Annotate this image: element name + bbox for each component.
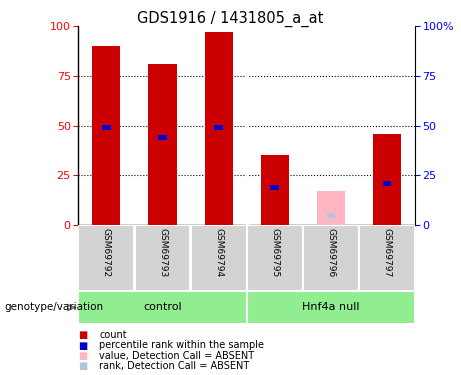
Bar bbox=[383, 181, 391, 186]
Bar bbox=[102, 125, 111, 130]
Text: Hnf4a null: Hnf4a null bbox=[302, 303, 360, 312]
Text: GSM69795: GSM69795 bbox=[270, 228, 279, 278]
Bar bbox=[260, 155, 289, 225]
Bar bbox=[359, 225, 415, 291]
Bar bbox=[214, 125, 223, 130]
Bar bbox=[135, 225, 190, 291]
Bar bbox=[92, 46, 120, 225]
Text: genotype/variation: genotype/variation bbox=[5, 303, 104, 312]
Text: ■: ■ bbox=[78, 351, 88, 361]
Text: count: count bbox=[99, 330, 127, 340]
Bar bbox=[303, 225, 359, 291]
Text: ■: ■ bbox=[78, 340, 88, 351]
Bar bbox=[78, 291, 247, 324]
Bar bbox=[247, 291, 415, 324]
Bar bbox=[191, 225, 247, 291]
Text: control: control bbox=[143, 303, 182, 312]
Text: percentile rank within the sample: percentile rank within the sample bbox=[99, 340, 264, 351]
Bar bbox=[247, 225, 302, 291]
Bar bbox=[205, 32, 233, 225]
Bar bbox=[271, 185, 279, 190]
Bar bbox=[158, 135, 167, 140]
Text: GDS1916 / 1431805_a_at: GDS1916 / 1431805_a_at bbox=[137, 11, 324, 27]
Text: GSM69797: GSM69797 bbox=[382, 228, 391, 278]
Text: GSM69793: GSM69793 bbox=[158, 228, 167, 278]
Text: GSM69796: GSM69796 bbox=[326, 228, 335, 278]
Text: rank, Detection Call = ABSENT: rank, Detection Call = ABSENT bbox=[99, 362, 249, 372]
Text: ■: ■ bbox=[78, 330, 88, 340]
Bar bbox=[78, 225, 134, 291]
Text: ■: ■ bbox=[78, 362, 88, 372]
Bar bbox=[326, 213, 335, 217]
Bar bbox=[373, 134, 401, 225]
Text: value, Detection Call = ABSENT: value, Detection Call = ABSENT bbox=[99, 351, 254, 361]
Text: GSM69794: GSM69794 bbox=[214, 228, 223, 278]
Bar bbox=[317, 191, 345, 225]
Bar bbox=[148, 64, 177, 225]
Text: GSM69792: GSM69792 bbox=[102, 228, 111, 278]
